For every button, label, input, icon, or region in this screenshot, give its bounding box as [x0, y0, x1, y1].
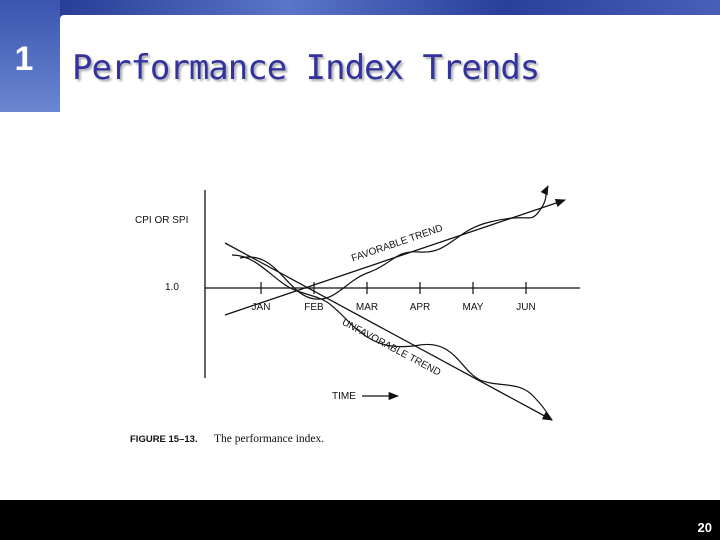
month-label: JAN: [252, 302, 271, 313]
month-label: APR: [410, 302, 431, 313]
footer-bar: [0, 500, 720, 540]
page-number: 20: [697, 520, 712, 535]
month-label: FEB: [304, 302, 324, 313]
time-label: TIME: [332, 391, 356, 402]
caption-number: FIGURE 15–13.: [130, 434, 198, 445]
month-label: MAR: [356, 302, 378, 313]
slide-title: Performance Index Trends: [72, 48, 540, 88]
unfavorable-trend-line: [224, 242, 553, 421]
unfavorable-curve: [231, 254, 553, 421]
favorable-curve: [239, 185, 549, 300]
number-block: [0, 0, 60, 112]
reference-label: 1.0: [165, 282, 179, 293]
month-label: JUN: [516, 302, 535, 313]
month-ticks: [260, 282, 527, 294]
favorable-label: FAVORABLE TREND: [350, 223, 444, 265]
slide-section-number: 1: [14, 40, 34, 78]
month-label: MAY: [463, 302, 484, 313]
header-white: [60, 15, 720, 35]
caption-text: The performance index.: [214, 433, 324, 445]
y-axis-label: CPI OR SPI: [135, 215, 188, 226]
unfavorable-label: UNFAVORABLE TREND: [340, 317, 442, 378]
